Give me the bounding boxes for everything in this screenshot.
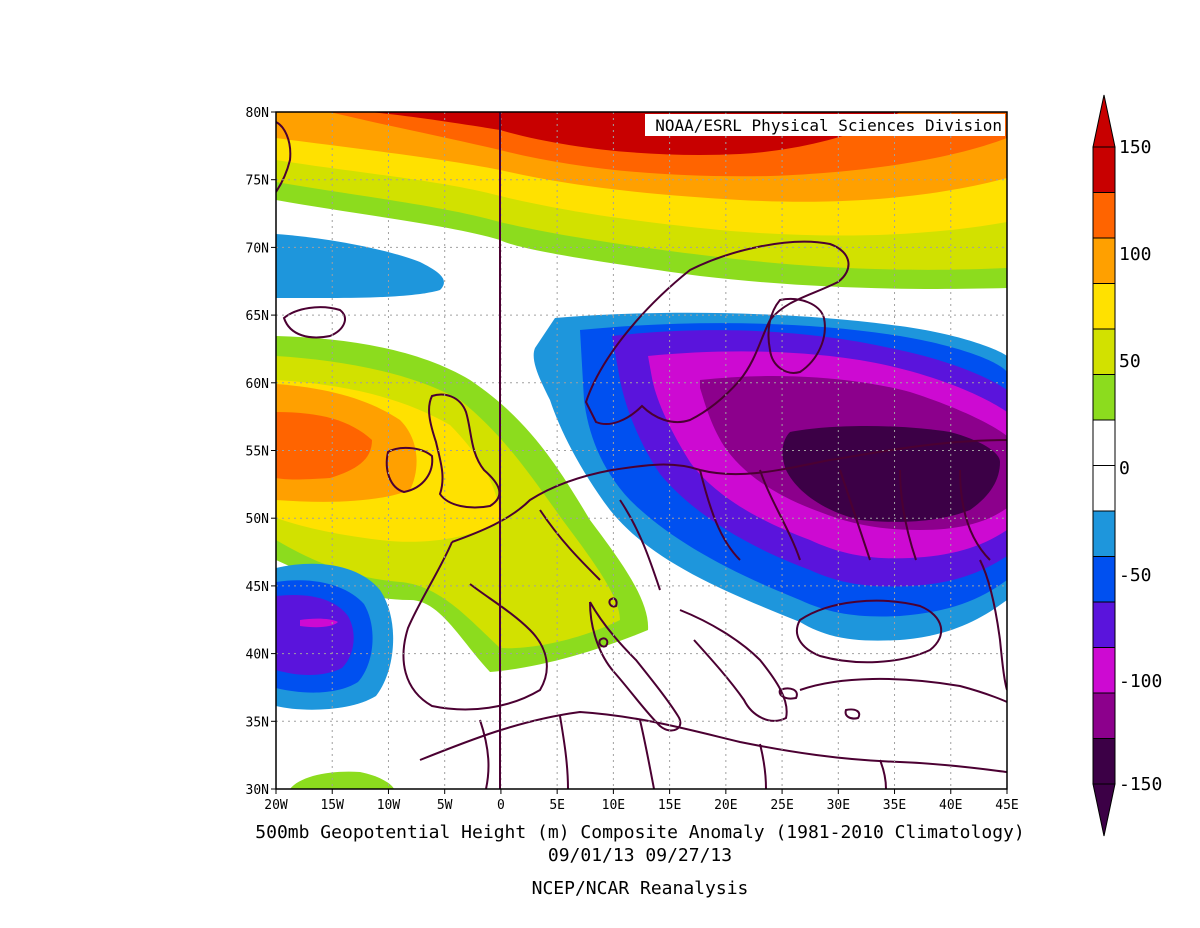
lat-tick-label: 60N xyxy=(246,377,269,392)
lat-tick-label: 75N xyxy=(246,174,269,189)
colorbar: 150 100 50 0 -50 -100 -150 xyxy=(1092,94,1162,837)
colorbar-segment xyxy=(1092,283,1116,330)
lon-tick-label: 40E xyxy=(939,798,962,813)
lon-tick-label: 25E xyxy=(770,798,793,813)
black-sea-outline xyxy=(795,599,943,664)
caption-line-1: 500mb Geopotential Height (m) Composite … xyxy=(255,822,1025,843)
great-britain-outline xyxy=(428,393,501,509)
latitude-ticks: 80N 75N 70N 65N 60N 55N 50N 45N 40N 35N 30N xyxy=(246,106,276,798)
lat-tick-label: 65N xyxy=(246,309,269,324)
lon-tick-label: 15W xyxy=(320,798,344,813)
anatolia-outline xyxy=(799,677,1007,703)
contour-band-neg-sw-4 xyxy=(300,618,338,628)
colorbar-segment xyxy=(1092,601,1116,648)
lon-tick-label: 0 xyxy=(497,798,505,813)
lat-tick-label: 50N xyxy=(246,512,269,527)
colorbar-bottom-arrow xyxy=(1092,783,1116,837)
colorbar-label: 100 xyxy=(1119,244,1152,265)
colorbar-segment xyxy=(1092,146,1116,193)
border-lines xyxy=(479,469,991,789)
contour-band-pos-south xyxy=(290,771,394,789)
lon-tick-label: 5E xyxy=(549,798,565,813)
lat-tick-label: 30N xyxy=(246,783,269,798)
greenland-outline xyxy=(276,121,292,193)
colorbar-label: 50 xyxy=(1119,351,1141,372)
colorbar-segment xyxy=(1092,192,1116,239)
colorbar-top-arrow xyxy=(1092,94,1116,148)
colorbar-label: 150 xyxy=(1119,137,1152,158)
caption-line-2: 09/01/13 09/27/13 xyxy=(547,845,733,866)
contour-band-neg-east-6 xyxy=(782,426,1000,522)
colorbar-segment xyxy=(1092,419,1116,466)
colorbar-label: -100 xyxy=(1119,671,1162,692)
contour-band-125-150-west xyxy=(276,412,372,480)
caspian-outline xyxy=(979,559,1007,691)
contour-band-neg-iceland xyxy=(276,234,444,298)
lat-tick-label: 70N xyxy=(246,241,269,256)
italy-outline xyxy=(589,601,682,732)
ireland-outline xyxy=(385,446,434,494)
colorbar-segment xyxy=(1092,647,1116,694)
longitude-ticks: 20W 15W 10W 5W 0 5E 10E 15E 20E 25E 30E 35E 40E 45E xyxy=(264,789,1019,813)
caption-line-3: NCEP/NCAR Reanalysis xyxy=(531,878,749,899)
lon-tick-label: 20E xyxy=(714,798,737,813)
contour-band-neg-sw-3 xyxy=(276,594,354,675)
coastlines xyxy=(276,121,1007,789)
colorbar-segment xyxy=(1092,692,1116,739)
lon-tick-label: 5W xyxy=(437,798,453,813)
iberia-outline xyxy=(402,541,548,711)
lat-tick-label: 35N xyxy=(246,715,269,730)
lat-tick-label: 40N xyxy=(246,648,269,663)
north-africa-coast xyxy=(419,710,1007,773)
colorbar-segment xyxy=(1092,374,1116,421)
colorbar-segment xyxy=(1092,237,1116,284)
colorbar-segment xyxy=(1092,738,1116,785)
colorbar-segment xyxy=(1092,556,1116,603)
europe-mainland-coast xyxy=(451,439,1007,543)
lat-tick-label: 80N xyxy=(246,106,269,121)
colorbar-segment xyxy=(1092,465,1116,512)
iceland-outline xyxy=(282,306,346,339)
lon-tick-label: 30E xyxy=(827,798,850,813)
lat-tick-label: 45N xyxy=(246,580,269,595)
lon-tick-label: 15E xyxy=(658,798,681,813)
lon-tick-label: 10E xyxy=(602,798,625,813)
credit-box xyxy=(645,114,1005,136)
colorbar-label: -50 xyxy=(1119,565,1152,586)
lon-tick-label: 10W xyxy=(377,798,401,813)
colorbar-label: 0 xyxy=(1119,458,1130,479)
balkans-outline xyxy=(679,609,788,722)
islands xyxy=(598,597,861,720)
credit-text: NOAA/ESRL Physical Sciences Division xyxy=(655,116,1002,135)
colorbar-label: -150 xyxy=(1119,774,1162,795)
finland-outline xyxy=(767,298,826,374)
colorbar-segment xyxy=(1092,328,1116,375)
lon-tick-label: 45E xyxy=(995,798,1018,813)
colorbar-segment xyxy=(1092,510,1116,557)
lon-tick-label: 35E xyxy=(883,798,906,813)
lon-tick-label: 20W xyxy=(264,798,288,813)
scandinavia-outline xyxy=(584,240,850,425)
lat-tick-label: 55N xyxy=(246,445,269,460)
